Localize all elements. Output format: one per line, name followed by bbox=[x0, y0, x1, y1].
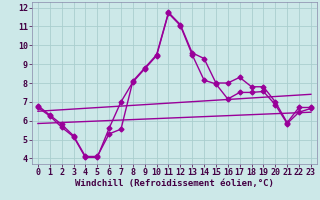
X-axis label: Windchill (Refroidissement éolien,°C): Windchill (Refroidissement éolien,°C) bbox=[75, 179, 274, 188]
